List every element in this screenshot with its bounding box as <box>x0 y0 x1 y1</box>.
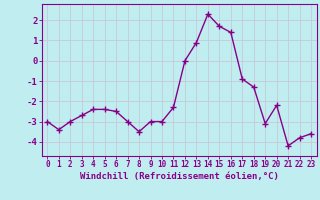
X-axis label: Windchill (Refroidissement éolien,°C): Windchill (Refroidissement éolien,°C) <box>80 172 279 181</box>
